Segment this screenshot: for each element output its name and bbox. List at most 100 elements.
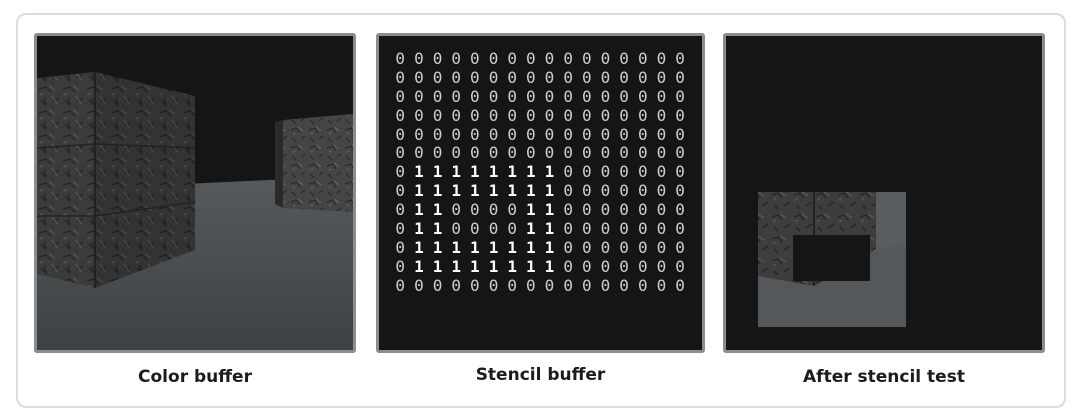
stencil-cell: 0 — [432, 275, 443, 295]
stencil-cell: 0 — [544, 105, 555, 125]
stencil-cell: 0 — [414, 67, 425, 87]
stencil-cell: 0 — [470, 275, 481, 295]
after-stencil-scene — [726, 36, 1042, 350]
stencil-cell: 1 — [507, 162, 518, 182]
stencil-cell: 0 — [656, 219, 667, 239]
stencil-cell: 0 — [544, 275, 555, 295]
stencil-cell: 0 — [619, 49, 630, 68]
stencil-cell: 1 — [488, 162, 499, 182]
stencil-cell: 0 — [581, 256, 593, 276]
stencil-cell: 0 — [563, 162, 574, 182]
stencil-cell: 1 — [432, 219, 443, 239]
stencil-cell: 0 — [414, 275, 425, 295]
stencil-cell: 0 — [507, 105, 518, 125]
stencil-cell: 0 — [581, 67, 593, 87]
stencil-cell: 1 — [470, 256, 481, 276]
stencil-cell: 0 — [675, 256, 686, 276]
stencil-cell: 1 — [544, 256, 555, 276]
stencil-cell: 1 — [526, 162, 537, 182]
stencil-cell: 0 — [395, 143, 406, 163]
stencil-cell: 0 — [526, 275, 537, 295]
stencil-cell: 0 — [619, 143, 630, 163]
stencil-cell: 0 — [675, 67, 686, 87]
stencil-cell: 0 — [581, 275, 593, 295]
stencil-cell: 0 — [563, 181, 574, 201]
stencil-cell: 0 — [507, 200, 518, 220]
stencil-cell: 0 — [637, 181, 649, 201]
stencil-cell: 0 — [637, 275, 649, 295]
stencil-cell: 0 — [432, 86, 443, 106]
stencil-cell: 0 — [544, 67, 555, 87]
stencil-cell: 0 — [637, 67, 649, 87]
stencil-cell: 0 — [488, 49, 499, 68]
stencil-cell: 0 — [395, 105, 406, 125]
stencil-cell: 0 — [451, 86, 462, 106]
stencil-cell: 0 — [470, 143, 481, 163]
stencil-cell: 0 — [619, 162, 630, 182]
stencil-cell: 0 — [656, 49, 667, 68]
stencil-cell: 0 — [432, 124, 443, 144]
stencil-cell: 1 — [432, 162, 443, 182]
stencil-cell: 0 — [395, 162, 406, 182]
stencil-cell: 0 — [656, 105, 667, 125]
stencil-cell: 0 — [526, 105, 537, 125]
stencil-cell: 0 — [451, 49, 462, 68]
stencil-cell: 0 — [619, 256, 630, 276]
stencil-cell: 0 — [414, 49, 425, 68]
stencil-cell: 0 — [581, 124, 593, 144]
stencil-cell: 0 — [563, 105, 574, 125]
stencil-cell: 1 — [414, 181, 425, 201]
stencil-cell: 1 — [432, 256, 443, 276]
stencil-cell: 1 — [526, 181, 537, 201]
stencil-cell: 0 — [526, 86, 537, 106]
stencil-cell: 0 — [637, 124, 649, 144]
stencil-cell: 0 — [619, 275, 630, 295]
stencil-cell: 0 — [470, 124, 481, 144]
stencil-cell: 0 — [675, 219, 686, 239]
stencil-cell: 0 — [581, 86, 593, 106]
stencil-cell: 0 — [656, 67, 667, 87]
stencil-cell: 1 — [544, 162, 555, 182]
stencil-cell: 1 — [451, 256, 462, 276]
stencil-cell: 1 — [470, 181, 481, 201]
stencil-cell: 1 — [414, 162, 425, 182]
stencil-cell: 0 — [600, 86, 611, 106]
stencil-cell: 0 — [563, 200, 574, 220]
stencil-cell: 0 — [451, 275, 462, 295]
stencil-cell: 0 — [675, 181, 686, 201]
stencil-cell: 0 — [451, 219, 462, 239]
stencil-cell: 0 — [581, 162, 593, 182]
stencil-cell: 0 — [395, 237, 406, 257]
stencil-cell: 0 — [488, 143, 499, 163]
stencil-cell: 0 — [488, 67, 499, 87]
stencil-cell: 0 — [507, 86, 518, 106]
stencil-cell: 0 — [395, 86, 406, 106]
stencil-cell: 0 — [470, 219, 481, 239]
stencil-cell: 0 — [451, 143, 462, 163]
stencil-cell: 1 — [414, 256, 425, 276]
stencil-cell: 0 — [675, 162, 686, 182]
stencil-cell: 0 — [675, 200, 686, 220]
stencil-cell: 0 — [488, 200, 499, 220]
stencil-cell: 0 — [563, 275, 574, 295]
stencil-cell: 0 — [600, 237, 611, 257]
stencil-cell: 0 — [563, 124, 574, 144]
stencil-cell: 0 — [600, 200, 611, 220]
stencil-cell: 0 — [675, 105, 686, 125]
stencil-cell: 1 — [544, 219, 555, 239]
stencil-cell: 0 — [470, 49, 481, 68]
stencil-cell: 0 — [526, 49, 537, 68]
stencil-cell: 0 — [637, 86, 649, 106]
stencil-cell: 0 — [619, 124, 630, 144]
stencil-cell: 0 — [619, 105, 630, 125]
stencil-cell: 0 — [600, 256, 611, 276]
stencil-cell: 0 — [600, 143, 611, 163]
stencil-cell: 0 — [544, 124, 555, 144]
stencil-cell: 0 — [637, 237, 649, 257]
